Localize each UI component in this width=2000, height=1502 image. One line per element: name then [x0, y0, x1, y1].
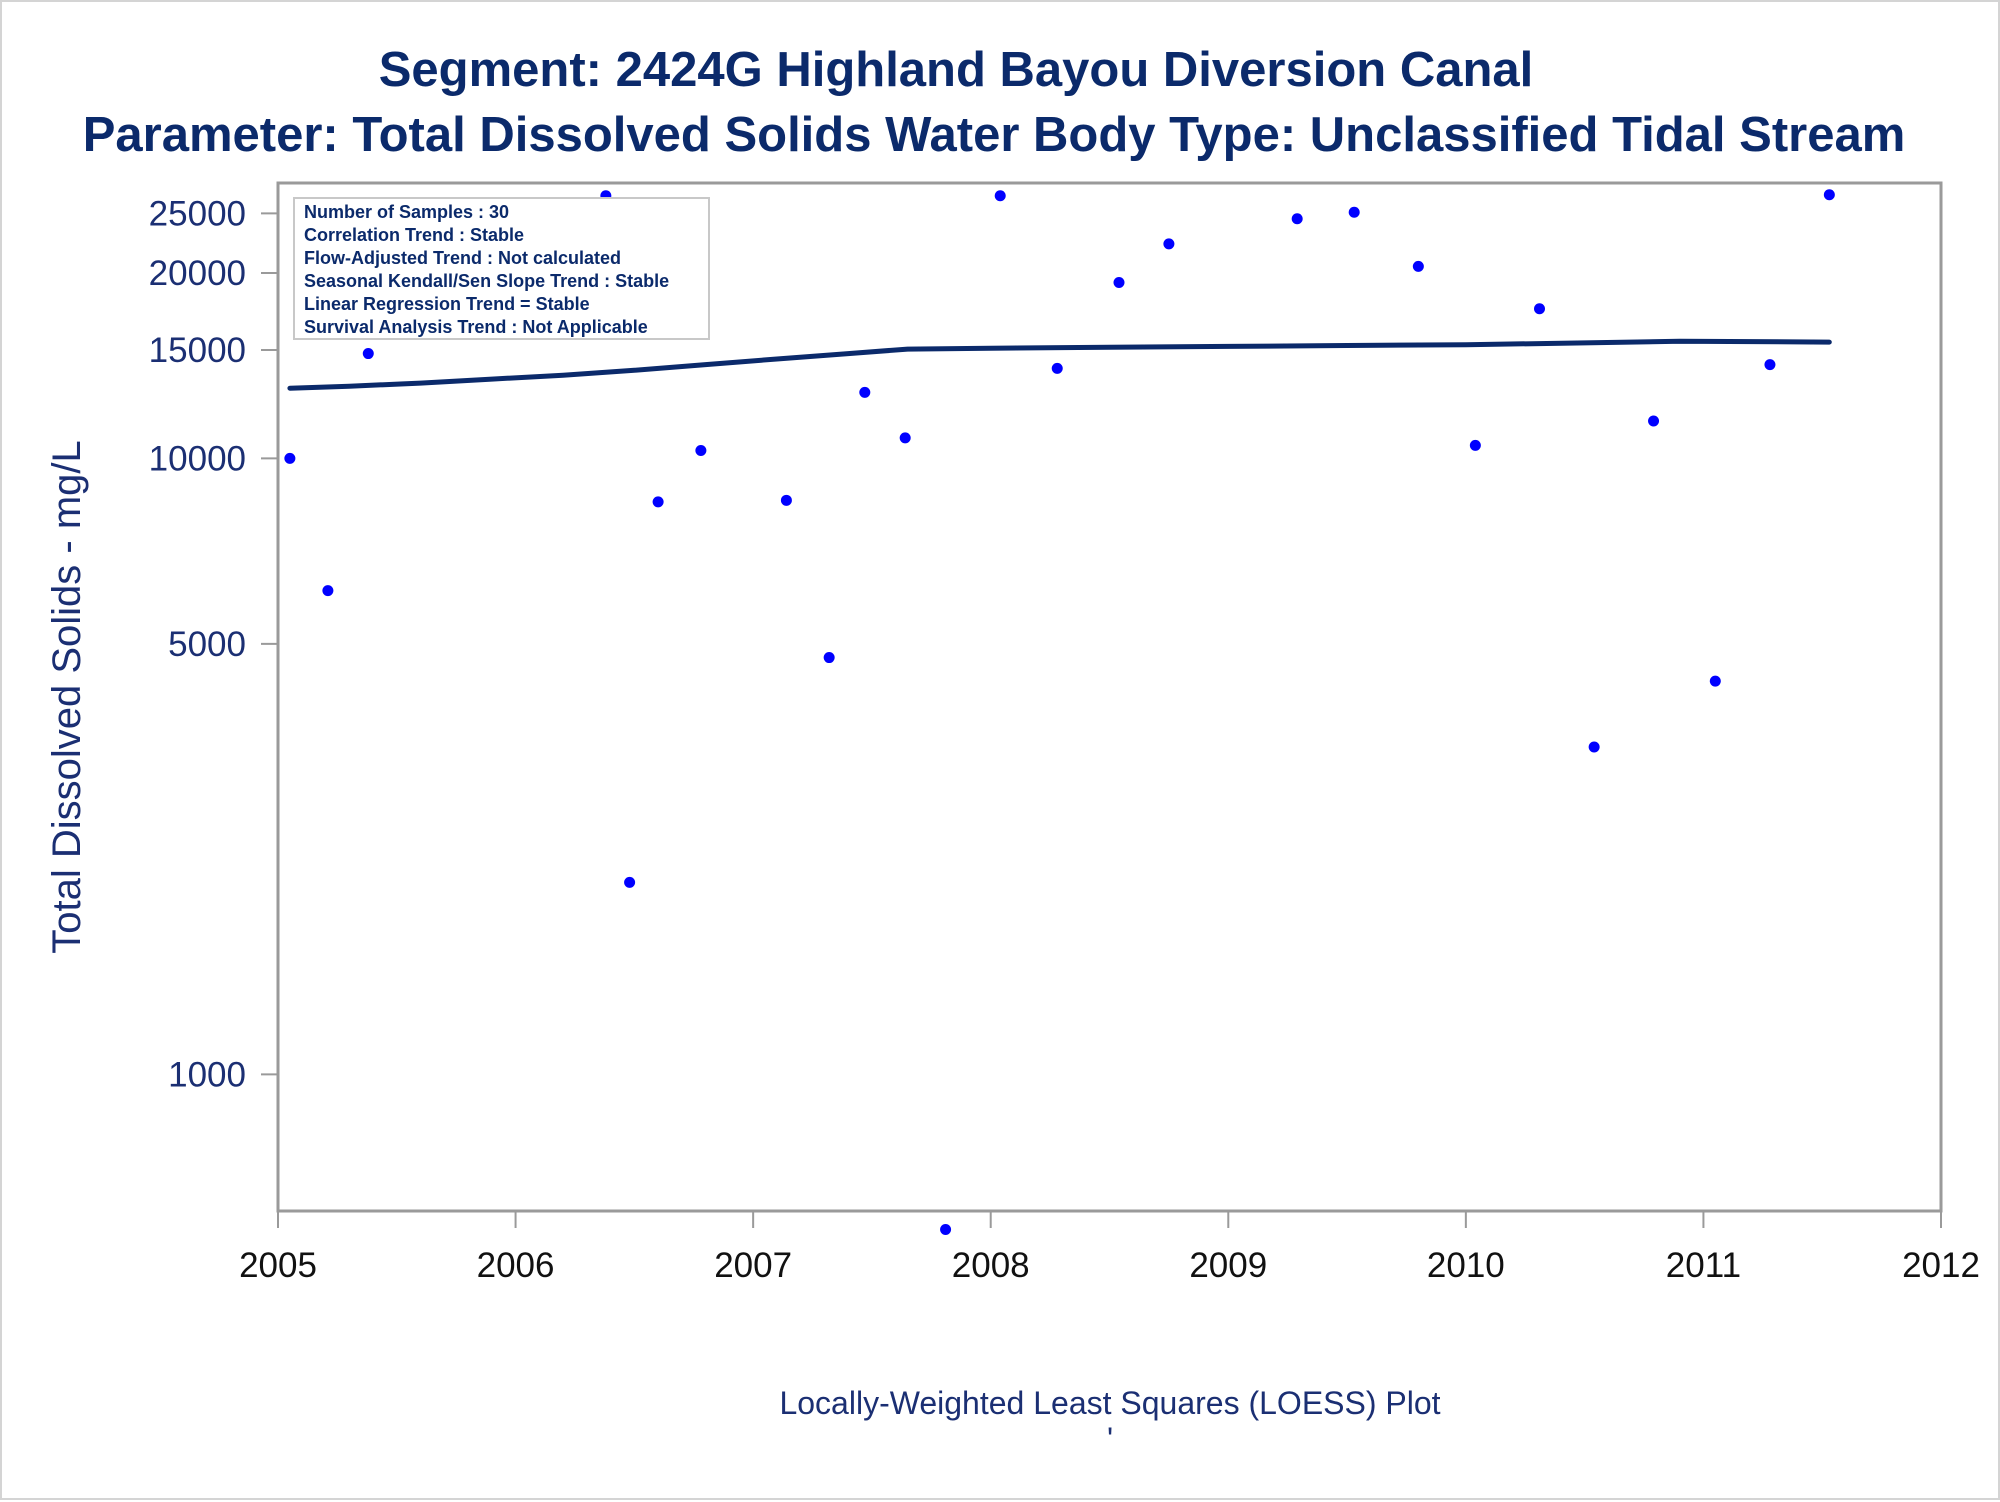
data-point	[1534, 303, 1546, 315]
data-point	[823, 652, 835, 664]
data-point	[1469, 439, 1481, 451]
x-tick-label: 2012	[1902, 1246, 1980, 1285]
y-tick-label: 5000	[168, 625, 246, 664]
x-tick-label: 2009	[1189, 1246, 1267, 1285]
footnote-mark: '	[1107, 1421, 1113, 1457]
chart-subtitle: Parameter: Total Dissolved Solids Water …	[83, 108, 1906, 162]
data-point	[1648, 415, 1660, 427]
loess-layer	[287, 338, 1832, 391]
data-point	[1709, 675, 1721, 687]
data-point	[1348, 206, 1360, 218]
stats-line-flow-adjusted: Flow-Adjusted Trend : Not calculated	[304, 248, 621, 268]
x-tick-label: 2011	[1666, 1246, 1741, 1285]
stats-line-correlation: Correlation Trend : Stable	[304, 225, 524, 245]
y-axis: 1000 5000 10000 15000 20000 25000	[149, 194, 278, 1094]
data-point	[780, 494, 792, 506]
data-point	[1113, 277, 1125, 289]
data-point	[1163, 238, 1175, 250]
data-point	[652, 496, 664, 508]
y-tick-label: 10000	[149, 439, 246, 478]
data-point	[859, 386, 871, 398]
y-tick-label: 15000	[149, 331, 246, 370]
data-point	[994, 190, 1006, 202]
x-axis-label: Locally-Weighted Least Squares (LOESS) P…	[779, 1385, 1440, 1421]
data-point	[1823, 189, 1835, 201]
plot-area	[276, 181, 1943, 1213]
data-point	[362, 348, 374, 360]
stats-line-seasonal-kendall: Seasonal Kendall/Sen Slope Trend : Stabl…	[304, 271, 669, 291]
data-point	[322, 585, 334, 597]
data-point	[1588, 741, 1600, 753]
y-axis-label: Total Dissolved Solids - mg/L	[45, 440, 89, 954]
data-point	[284, 452, 296, 464]
data-point	[940, 1223, 952, 1235]
loess-line	[287, 338, 1832, 391]
x-tick-label: 2005	[239, 1246, 317, 1285]
x-tick-label: 2010	[1427, 1246, 1505, 1285]
data-point	[1291, 213, 1303, 225]
data-point	[695, 445, 707, 457]
y-tick-label: 1000	[168, 1055, 246, 1094]
x-tick-label: 2008	[952, 1246, 1030, 1285]
stats-box: Number of Samples : 30 Correlation Trend…	[293, 197, 710, 340]
stats-box-border	[293, 197, 710, 340]
stats-line-linear-regression: Linear Regression Trend = Stable	[304, 294, 590, 314]
data-point	[899, 432, 911, 444]
x-tick-label: 2007	[714, 1246, 792, 1285]
y-tick-label: 20000	[149, 254, 246, 293]
x-tick-label: 2006	[477, 1246, 555, 1285]
data-point	[624, 876, 636, 888]
stats-line-survival: Survival Analysis Trend : Not Applicable	[304, 317, 648, 337]
x-axis: 2005 2006 2007 2008 2009 2010 2011 2012	[239, 1211, 1980, 1285]
data-point	[1051, 362, 1063, 374]
stats-line-samples: Number of Samples : 30	[304, 202, 509, 222]
chart-title: Segment: 2424G Highland Bayou Diversion …	[379, 43, 1534, 97]
data-point	[1764, 359, 1776, 371]
data-point	[1412, 260, 1424, 272]
y-tick-label: 25000	[149, 194, 246, 233]
